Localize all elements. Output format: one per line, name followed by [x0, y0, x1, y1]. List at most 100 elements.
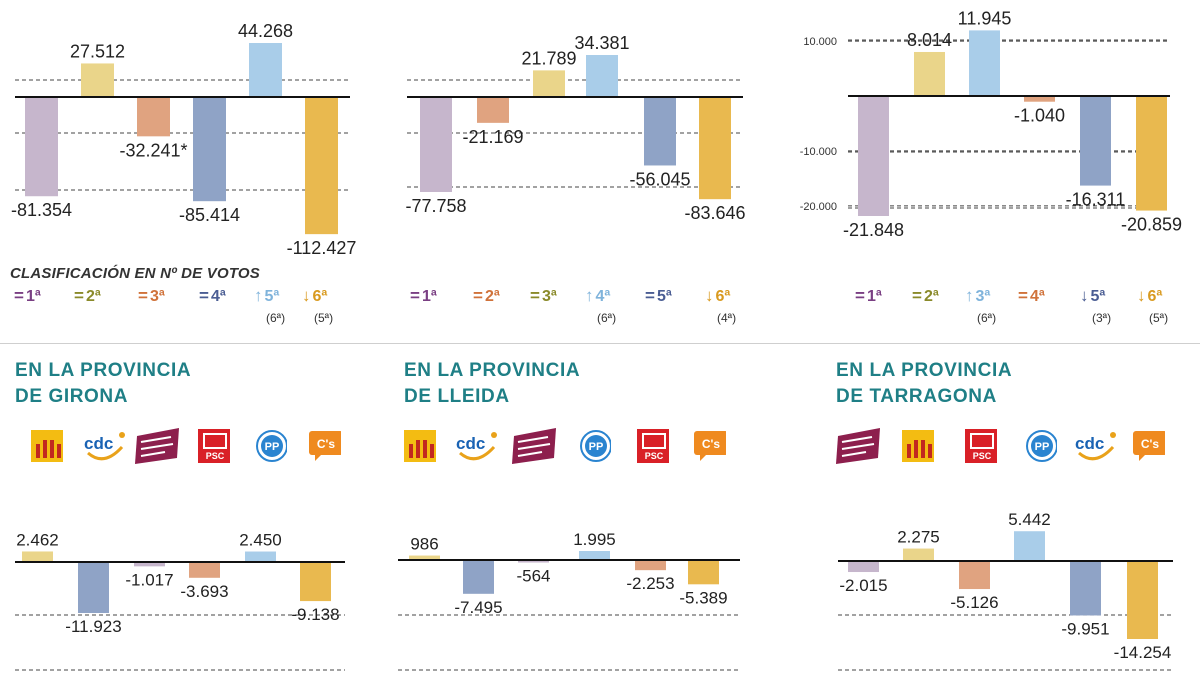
bar [477, 97, 509, 123]
jxs-logo [836, 428, 880, 464]
previous-rank: (5ª) [1149, 311, 1169, 325]
bar [300, 562, 331, 602]
svg-text:PSC: PSC [645, 451, 664, 461]
bar [189, 562, 220, 578]
jxs-logo [512, 428, 556, 464]
rank-item: = 1ª [14, 286, 41, 305]
bar [635, 560, 666, 571]
data-label: 27.512 [70, 41, 125, 61]
pp-logo: PP [579, 430, 611, 462]
chart-girona: 2.462 -11.923 -1.017 -3.693 2.450 -9.138 [15, 530, 345, 671]
data-label: -21.169 [462, 127, 523, 147]
psc-logo: PSC [965, 429, 997, 463]
bar [579, 551, 610, 560]
svg-text:PSC: PSC [206, 451, 225, 461]
svg-text:PSC: PSC [973, 451, 992, 461]
rank-item: = 5ª [645, 286, 672, 305]
data-label: -56.045 [629, 169, 690, 189]
psc-logo: PSC [637, 429, 669, 463]
data-label: -81.354 [11, 200, 72, 220]
bar [25, 97, 58, 197]
bar [1014, 531, 1045, 561]
jxs-logo [135, 428, 179, 464]
rank-item: ↑ 3ª [965, 286, 991, 305]
data-label: -11.923 [65, 617, 121, 636]
bar [134, 562, 165, 567]
svg-text:C's: C's [317, 437, 336, 451]
data-label: 2.275 [897, 528, 940, 547]
bar [914, 51, 945, 96]
data-label: -5.126 [950, 593, 998, 612]
erc-logo [404, 430, 436, 462]
data-label: 1.995 [573, 530, 616, 549]
rank-item: = 1ª [855, 286, 882, 305]
cs-logo: C's [694, 430, 726, 462]
rank-item: = 3ª [530, 286, 557, 305]
province-title-lleida: EN LA PROVINCIA DE LLEIDA [404, 360, 581, 407]
rank-item: ↓ 6ª [705, 286, 731, 305]
rank-item: = 3ª [138, 286, 165, 305]
bar [959, 561, 990, 590]
province-title-girona: EN LA PROVINCIA DE GIRONA [15, 360, 192, 407]
bar [1127, 561, 1158, 639]
data-label: 2.462 [16, 530, 59, 549]
data-label: 11.945 [958, 8, 1012, 28]
psc-logo: PSC [198, 429, 230, 463]
bar [858, 96, 889, 216]
cdc-logo: cdc [1073, 430, 1119, 462]
cs-logo: C's [1133, 430, 1165, 462]
data-label: 986 [410, 535, 438, 554]
cs-logo: C's [309, 430, 341, 462]
data-label: -16.311 [1066, 190, 1126, 210]
chart-lleida: 986 -7.495 -564 1.995 -2.253 -5.389 [398, 530, 740, 671]
bar [969, 30, 1000, 96]
chart-tarragona: -2.015 2.275 -5.126 5.442 -9.951 -14.254 [838, 510, 1173, 671]
erc-logo [902, 430, 934, 462]
pp-logo: PP [1025, 430, 1057, 462]
data-label: -1.040 [1014, 106, 1065, 126]
data-label: -5.389 [679, 588, 727, 607]
svg-text:C's: C's [1141, 437, 1160, 451]
data-label: -14.254 [1114, 643, 1172, 662]
data-label: -20.859 [1121, 215, 1182, 235]
svg-text:cdc: cdc [456, 434, 485, 453]
data-label: -21.848 [843, 220, 904, 240]
data-label: 2.450 [239, 531, 282, 550]
data-label: -9.138 [291, 605, 339, 624]
svg-text:C's: C's [702, 437, 721, 451]
previous-rank: (6ª) [597, 311, 617, 325]
bar [22, 551, 53, 562]
rank-item: ↓ 6ª [1137, 286, 1163, 305]
bar [305, 97, 338, 235]
bar [1070, 561, 1101, 616]
bar [78, 562, 109, 613]
y-tick-label: -10.000 [800, 146, 837, 158]
data-label: -112.427 [287, 238, 357, 258]
rank-item: ↓ 5ª [1080, 286, 1106, 305]
svg-text:PP: PP [1035, 441, 1050, 453]
bar [245, 551, 276, 562]
data-label: -7.495 [454, 598, 502, 617]
data-label: 34.381 [574, 33, 629, 53]
rank-item: ↑ 5ª [254, 286, 280, 305]
cdc-logo: cdc [82, 430, 128, 462]
bar [137, 97, 170, 137]
province-title-tarragona: EN LA PROVINCIA DE TARRAGONA [836, 360, 1013, 407]
rank-item: = 4ª [1018, 286, 1045, 305]
data-label: -77.758 [405, 196, 466, 216]
clasificacion-label: CLASIFICACIÓN EN Nº DE VOTOS [10, 265, 260, 282]
data-label: -2.253 [626, 574, 674, 593]
bar [848, 561, 879, 573]
y-tick-label: 10.000 [803, 36, 837, 48]
rank-item: = 2ª [74, 286, 101, 305]
bar [533, 70, 565, 97]
previous-rank: (6ª) [977, 311, 997, 325]
rank-item: = 2ª [473, 286, 500, 305]
bar [699, 97, 731, 200]
svg-text:cdc: cdc [84, 434, 113, 453]
bar [249, 43, 282, 97]
previous-rank: (4ª) [717, 311, 737, 325]
bar [1080, 96, 1111, 186]
svg-text:PP: PP [589, 441, 604, 453]
data-label: 44.268 [238, 21, 293, 41]
